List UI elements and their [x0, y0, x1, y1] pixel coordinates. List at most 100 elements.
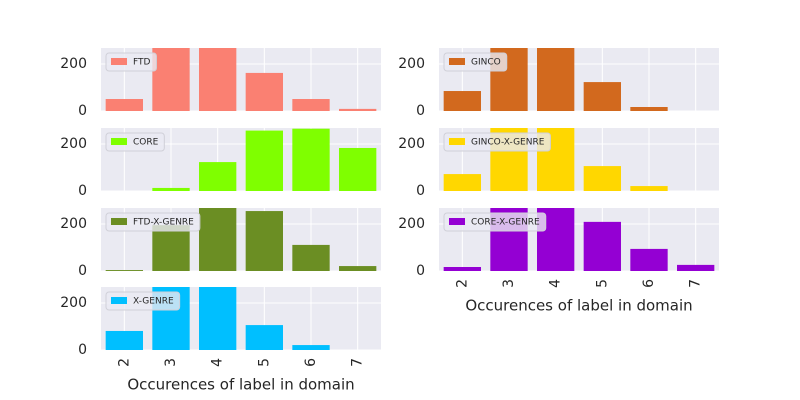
bar — [583, 82, 621, 111]
bar — [630, 107, 668, 111]
legend-label: FTD — [133, 58, 151, 68]
legend-label: GINCO-X-GENRE — [471, 138, 545, 148]
bar — [105, 99, 143, 111]
legend-label: GINCO — [471, 58, 501, 68]
bars — [105, 208, 377, 271]
x-tick-label: 4 — [210, 358, 226, 367]
bar — [339, 108, 377, 111]
bar — [105, 330, 143, 350]
bar — [245, 130, 283, 191]
x-tick-label: 5 — [594, 279, 610, 288]
bar — [199, 208, 237, 271]
legend-swatch — [111, 58, 127, 65]
legend: FTD — [105, 52, 157, 72]
x-tick-label: 6 — [303, 358, 319, 367]
bar — [105, 270, 143, 271]
y-tick-label: 200 — [398, 56, 425, 72]
bar — [152, 187, 190, 191]
legend-swatch — [111, 138, 127, 145]
legend: CORE-X-GENRE — [443, 212, 547, 232]
bar — [245, 325, 283, 350]
bar — [583, 166, 621, 191]
y-tick-label: 0 — [78, 263, 87, 279]
subplot: 0 200 2 3 4 5 6 7 CORE-X-GENRE Occurences of labe… — [398, 208, 719, 315]
bar — [292, 99, 330, 111]
legend-box — [443, 212, 547, 232]
legend-swatch — [449, 58, 465, 65]
bar — [292, 128, 330, 191]
legend-box — [443, 132, 551, 152]
bar — [490, 48, 528, 111]
x-tick-label: 7 — [350, 358, 366, 367]
legend-box — [105, 132, 165, 152]
bar — [292, 244, 330, 271]
y-tick-label: 200 — [60, 136, 87, 152]
y-tick-label: 0 — [78, 183, 87, 199]
subplot: 0 200 CORE — [60, 128, 381, 199]
legend: X-GENRE — [105, 291, 181, 311]
legend-swatch — [449, 138, 465, 145]
y-tick-label: 200 — [398, 136, 425, 152]
subplot: 0 200 FTD — [60, 48, 381, 119]
bar — [443, 174, 481, 191]
legend-label: CORE — [133, 138, 159, 148]
y-tick-label: 0 — [416, 263, 425, 279]
y-tick-label: 200 — [60, 56, 87, 72]
legend-label: CORE-X-GENRE — [471, 218, 540, 228]
bar — [490, 128, 528, 191]
bar — [292, 345, 330, 350]
bar — [490, 208, 528, 271]
x-axis-label: Occurences of label in domain — [465, 297, 692, 315]
legend-box — [105, 291, 181, 311]
legend: CORE — [105, 132, 165, 152]
x-tick-label: 5 — [256, 358, 272, 367]
bar — [339, 147, 377, 191]
legend-label: X-GENRE — [133, 297, 174, 307]
bar — [199, 162, 237, 191]
bar — [583, 221, 621, 271]
bars — [105, 48, 377, 111]
bar — [443, 267, 481, 271]
subplot: 0 200 2 3 4 5 6 7 X-GENRE Occurences of label in … — [60, 287, 381, 394]
bar — [630, 186, 668, 191]
x-axis-label: Occurences of label in domain — [127, 376, 354, 394]
bars — [152, 128, 377, 191]
legend-box — [443, 52, 508, 72]
y-tick-label: 0 — [416, 183, 425, 199]
legend-box — [105, 212, 201, 232]
legend-swatch — [111, 218, 127, 225]
x-tick-label: 3 — [163, 358, 179, 367]
bar — [630, 248, 668, 271]
bar — [152, 287, 190, 350]
x-tick-label: 3 — [501, 279, 517, 288]
bar — [677, 264, 715, 271]
bar — [199, 287, 237, 350]
bar — [537, 128, 575, 191]
y-tick-label: 200 — [398, 216, 425, 232]
bar — [152, 48, 190, 111]
bar — [245, 211, 283, 271]
x-tick-label: 4 — [548, 279, 564, 288]
bar — [245, 72, 283, 111]
subplot: 0 200 GINCO — [398, 48, 719, 119]
legend-label: FTD-X-GENRE — [133, 218, 194, 228]
y-tick-label: 0 — [416, 103, 425, 119]
bar — [537, 48, 575, 111]
x-tick-label: 7 — [688, 279, 704, 288]
bar — [339, 266, 377, 271]
legend-swatch — [449, 218, 465, 225]
x-tick-label: 2 — [454, 279, 470, 288]
bar — [537, 208, 575, 271]
y-tick-label: 0 — [78, 103, 87, 119]
bar — [443, 91, 481, 111]
y-tick-label: 200 — [60, 295, 87, 311]
bars — [443, 48, 668, 111]
bar — [152, 225, 190, 271]
legend: FTD-X-GENRE — [105, 212, 201, 232]
y-tick-label: 200 — [60, 216, 87, 232]
legend-box — [105, 52, 157, 72]
x-tick-label: 2 — [116, 358, 132, 367]
legend-swatch — [111, 297, 127, 304]
bar — [199, 48, 237, 111]
